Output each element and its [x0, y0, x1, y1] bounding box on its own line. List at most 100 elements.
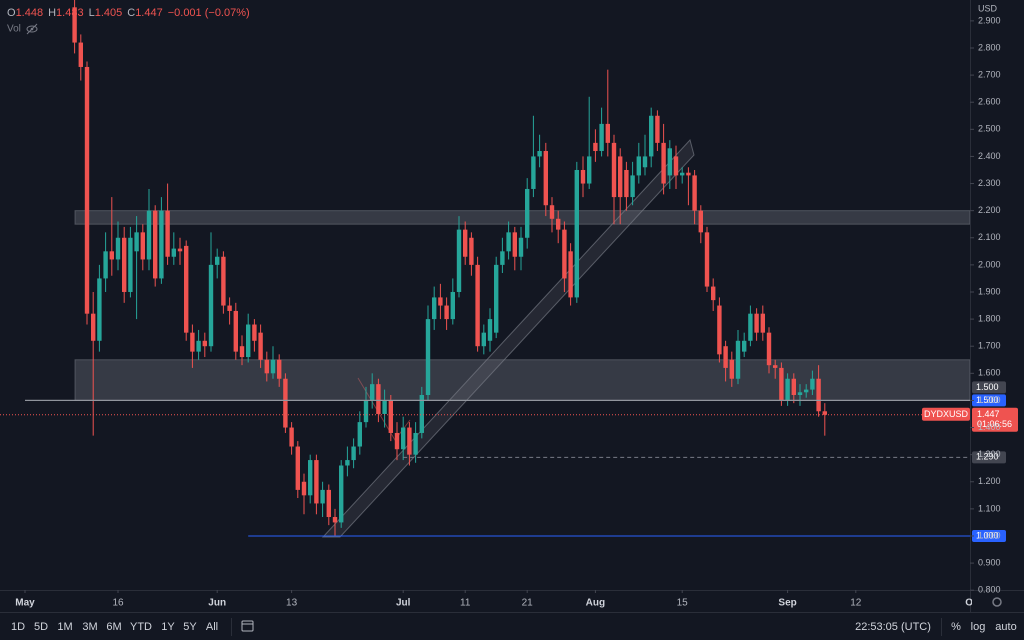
candle-body — [475, 264, 480, 347]
candle-body — [729, 359, 734, 379]
candle-body — [208, 264, 214, 347]
candle-body — [711, 286, 716, 301]
clock[interactable]: 22:53:05 (UTC) — [855, 621, 931, 633]
candle-body — [779, 367, 784, 401]
price-badge-label: 1.500 — [976, 395, 999, 405]
y-tick-label: 1.400 — [978, 422, 1001, 432]
symbol-label: DYDXUSD — [924, 409, 969, 419]
candle-body — [791, 378, 796, 396]
candle-body — [295, 446, 300, 490]
y-tick-label: 2.900 — [978, 15, 1001, 25]
candle-body — [494, 264, 499, 333]
candle-body — [618, 156, 623, 198]
candle-body — [444, 305, 449, 320]
candle-body — [264, 359, 269, 374]
candle-body — [642, 156, 648, 168]
candle-body — [419, 395, 424, 433]
candle-body — [115, 237, 121, 260]
y-tick-label: 2.500 — [978, 124, 1001, 134]
candle-body — [531, 156, 536, 189]
range-button[interactable]: YTD — [130, 621, 152, 633]
candle-body — [605, 123, 610, 143]
price-badge — [972, 529, 1006, 542]
candle-body — [580, 169, 586, 184]
scale-option[interactable]: log — [971, 621, 986, 633]
range-button[interactable]: 5D — [34, 621, 48, 633]
candle-body — [630, 175, 635, 198]
y-tick-label: 1.100 — [978, 503, 1001, 513]
candle-body — [450, 291, 455, 320]
candle-body — [78, 42, 83, 67]
currency-label: USD — [978, 3, 998, 13]
y-tick-label: 0.900 — [978, 557, 1001, 567]
range-button[interactable]: 1M — [57, 621, 72, 633]
candle-body — [370, 384, 375, 401]
candle-body — [320, 489, 325, 504]
legend-letter: C — [127, 7, 135, 19]
candle-body — [177, 248, 183, 252]
y-tick-label: 0.800 — [978, 585, 1001, 595]
y-tick-label: 2.700 — [978, 69, 1001, 79]
candle-body — [512, 232, 517, 257]
candle-body — [518, 237, 524, 257]
candle-body — [413, 432, 418, 455]
x-tick-label: 12 — [850, 598, 862, 609]
legend-letter: H — [48, 7, 56, 19]
scale-option[interactable]: % — [951, 621, 961, 633]
candle-body — [326, 489, 331, 518]
x-tick-label: Aug — [586, 598, 605, 609]
candle-body — [506, 232, 511, 252]
range-button[interactable]: All — [206, 621, 218, 633]
y-tick-label: 1.800 — [978, 313, 1001, 323]
settings-icon[interactable] — [992, 597, 1002, 607]
countdown-label: 01:06:56 — [977, 419, 1012, 429]
candle-body — [568, 251, 573, 298]
range-button[interactable]: 6M — [106, 621, 121, 633]
candle-body — [407, 427, 412, 455]
legend-letter: L — [89, 7, 95, 19]
x-tick-label: 15 — [677, 598, 689, 609]
candle-body — [667, 148, 672, 176]
candle-body — [822, 411, 827, 415]
candle-body — [636, 156, 641, 176]
candle-body — [723, 346, 728, 368]
candle-body — [351, 446, 356, 461]
price-badge-label: 1.290 — [976, 452, 999, 462]
candle-body — [258, 332, 263, 360]
calendar-icon[interactable] — [241, 620, 254, 632]
candle-body — [692, 175, 697, 211]
candle-body — [184, 245, 189, 333]
y-tick-label: 1.500 — [978, 395, 1001, 405]
candle-body — [283, 378, 288, 428]
candle-body — [128, 237, 133, 292]
candle-body — [543, 151, 548, 206]
range-button[interactable]: 1Y — [161, 621, 175, 633]
candle-body — [785, 378, 790, 401]
candle-body — [339, 465, 344, 523]
candle-body — [704, 232, 710, 287]
candle-body — [680, 172, 685, 176]
candle-body — [363, 400, 369, 423]
candle-body — [655, 115, 660, 143]
candle-body — [246, 324, 251, 358]
range-button[interactable]: 1D — [11, 621, 25, 633]
candle-body — [766, 332, 772, 366]
candle-body — [165, 210, 170, 257]
range-button[interactable]: 5Y — [183, 621, 197, 633]
candle-body — [252, 324, 257, 341]
candle-body — [587, 156, 592, 184]
candle-body — [425, 319, 431, 396]
scale-option[interactable]: auto — [995, 621, 1016, 633]
x-tick-label: 13 — [286, 598, 298, 609]
x-tick-label: Jul — [396, 598, 411, 609]
candle-body — [134, 232, 139, 252]
eye-icon[interactable] — [26, 23, 38, 35]
candle-body — [611, 142, 617, 198]
candle-body — [109, 251, 114, 260]
range-button[interactable]: 3M — [82, 621, 97, 633]
candle-body — [314, 460, 319, 504]
x-tick-label: 11 — [460, 598, 471, 609]
candle-body — [394, 432, 400, 450]
legend-letter: O — [7, 7, 16, 19]
